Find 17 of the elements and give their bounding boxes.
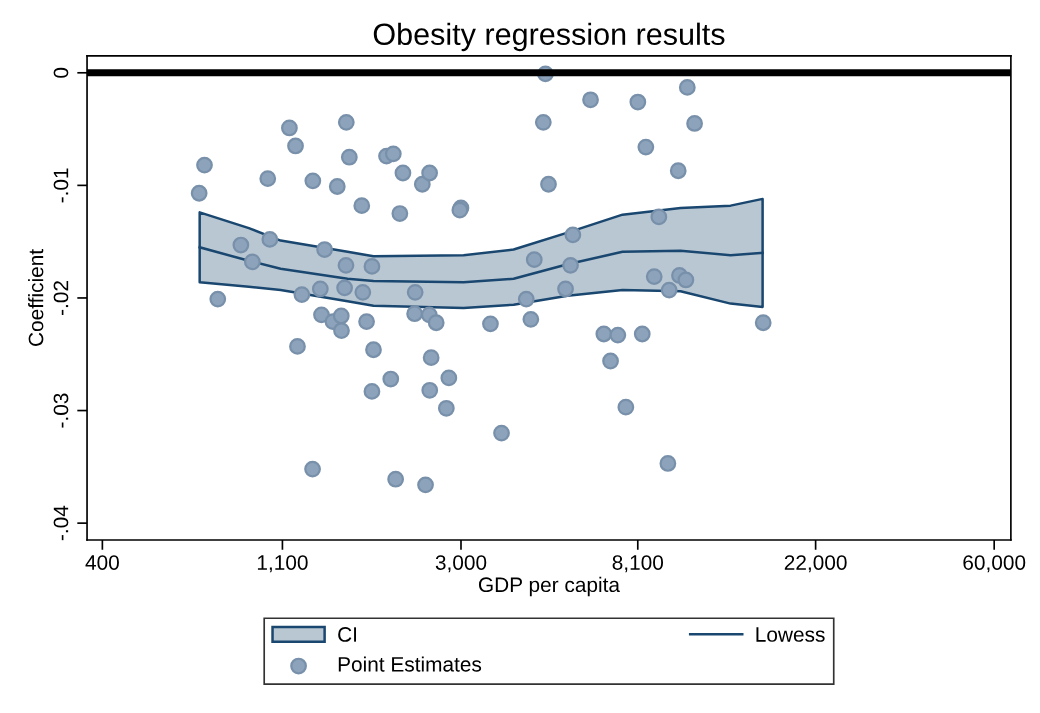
y-axis-title: Coefficient xyxy=(28,249,44,346)
y-tick-label: -.02 xyxy=(53,281,69,315)
x-tick-label: 3,000 xyxy=(435,555,487,573)
y-tick-label: -.01 xyxy=(53,168,69,203)
legend-label: Point Estimates xyxy=(338,656,482,672)
text: CI xyxy=(338,627,357,642)
chart-title: Obesity regression results xyxy=(373,22,725,52)
x-tick-label: 8,100 xyxy=(612,555,664,573)
x-tick-label: 60,000 xyxy=(963,555,1026,573)
x-tick-label: 1,100 xyxy=(257,555,308,573)
y-tick-label: -.03 xyxy=(53,393,69,428)
x-axis-title: GDP per capita xyxy=(478,576,620,597)
x-tick-label: 22,000 xyxy=(784,555,847,573)
y-tick-label: -.04 xyxy=(53,505,69,541)
y-tick-label: 0 xyxy=(53,67,69,78)
x-tick-label: 400 xyxy=(85,555,119,570)
legend-label: Lowess xyxy=(756,627,825,642)
